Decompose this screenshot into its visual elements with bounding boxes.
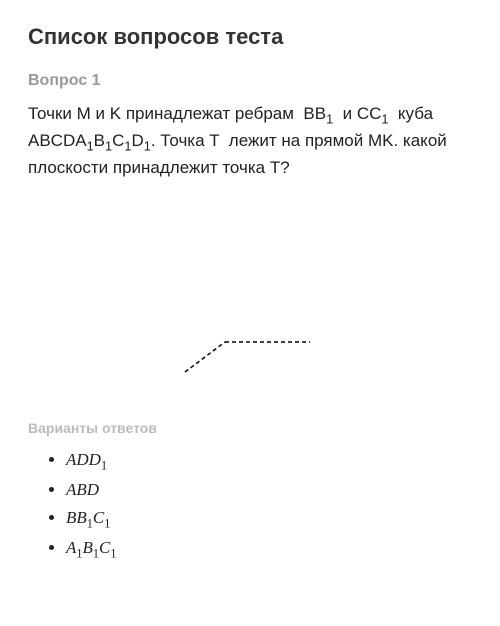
answers-list: ADD1ABDBB1C1A1B1C1: [28, 446, 472, 563]
answer-option[interactable]: BB1C1: [66, 504, 472, 534]
cube-svg: [140, 202, 360, 387]
answer-option[interactable]: A1B1C1: [66, 534, 472, 564]
answer-option[interactable]: ABD: [66, 476, 472, 504]
answer-option[interactable]: ADD1: [66, 446, 472, 476]
question-text: Точки M и K принадлежат ребрам BB1 и CC1…: [28, 102, 472, 180]
page-title: Список вопросов теста: [28, 24, 472, 50]
question-number: Вопрос 1: [28, 72, 472, 90]
answers-label: Варианты ответов: [28, 420, 472, 436]
cube-figure: [28, 202, 472, 392]
